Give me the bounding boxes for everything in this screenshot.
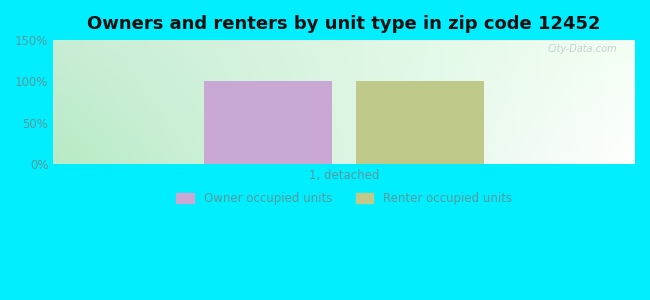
Text: City-Data.com: City-Data.com bbox=[548, 44, 617, 54]
Bar bbox=[356, 81, 484, 164]
Title: Owners and renters by unit type in zip code 12452: Owners and renters by unit type in zip c… bbox=[87, 15, 601, 33]
Bar bbox=[205, 81, 333, 164]
Legend: Owner occupied units, Renter occupied units: Owner occupied units, Renter occupied un… bbox=[172, 188, 517, 210]
